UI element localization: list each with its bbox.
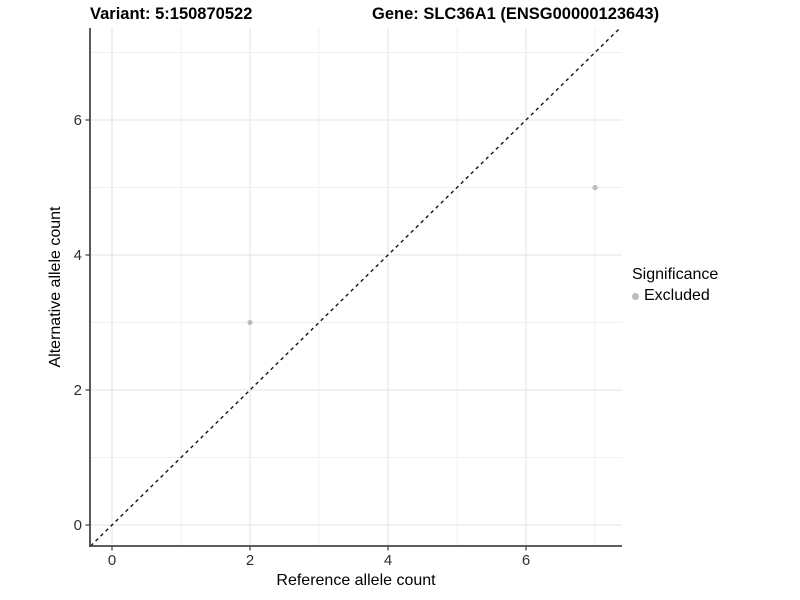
data-point [592,184,598,191]
legend-entry-excluded: Excluded [632,287,718,305]
y-tick-label: 2 [74,382,82,399]
y-axis-title: Alternative allele count [47,206,64,368]
data-point [247,319,253,326]
y-tick-label: 4 [74,247,82,264]
plot-title-variant: Variant: 5:150870522 [90,5,253,23]
y-tick-label: 0 [74,517,82,534]
x-tick-label: 4 [384,552,392,569]
legend-title: Significance [632,266,719,283]
x-tick-label: 0 [108,552,116,569]
x-axis-title: Reference allele count [276,572,436,589]
identity-dashed-line [90,27,621,547]
legend-key-dot-icon [632,292,639,300]
x-tick-label: 6 [522,552,530,569]
plot-title-gene: Gene: SLC36A1 (ENSG00000123643) [372,5,660,23]
legend-entry-label: Excluded [644,287,710,304]
legend: Significance Excluded [632,266,718,305]
x-tick-label: 2 [246,552,254,569]
y-tick-label: 6 [74,112,82,129]
